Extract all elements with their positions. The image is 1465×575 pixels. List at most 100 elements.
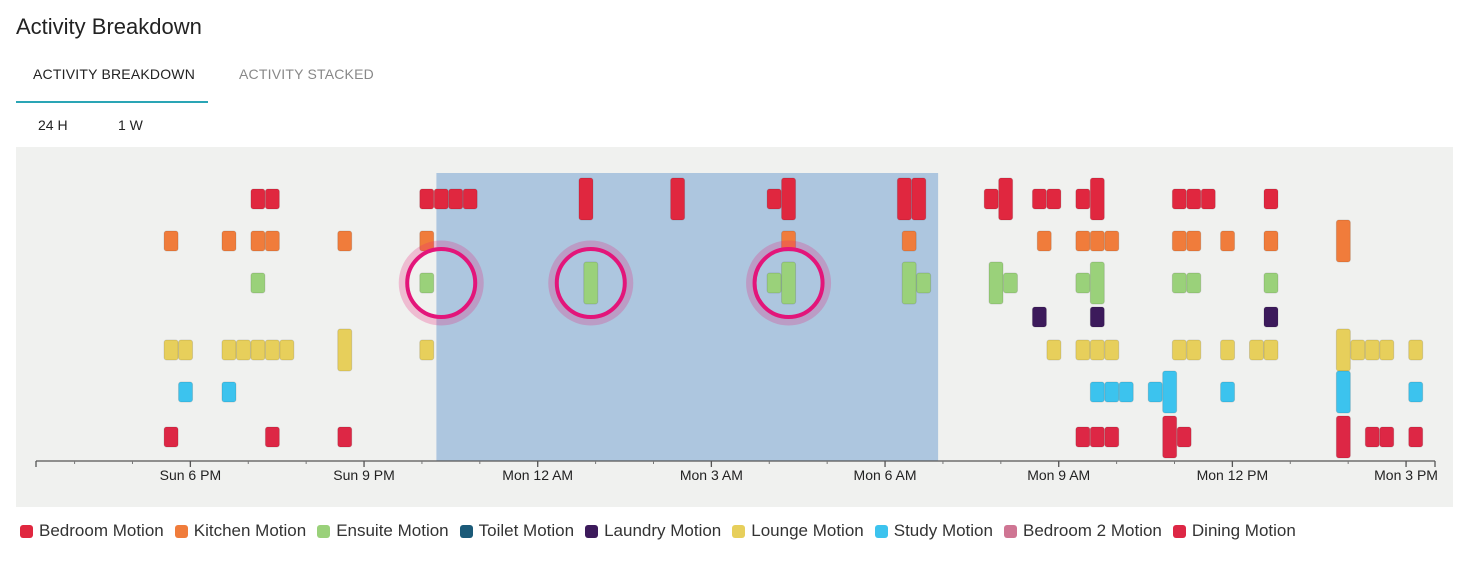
kitchen-motion-event <box>337 230 353 252</box>
lounge-motion-event <box>1171 339 1187 361</box>
lounge-motion-event <box>221 339 237 361</box>
lounge-motion-event <box>419 339 435 361</box>
legend-item-toilet-motion[interactable]: Toilet Motion <box>459 521 575 541</box>
bedroom-motion-event <box>433 188 449 210</box>
legend-swatch <box>459 524 473 538</box>
bedroom-motion-event <box>264 188 280 210</box>
lounge-motion-event <box>1089 339 1105 361</box>
bedroom-motion-event <box>462 188 478 210</box>
bedroom-motion-event <box>1046 188 1062 210</box>
bedroom-motion-event <box>1186 188 1202 210</box>
ensuite-motion-event <box>766 272 782 294</box>
lounge-motion-event <box>235 339 251 361</box>
lounge-motion-event <box>1335 328 1351 372</box>
tab-activity-breakdown[interactable]: ACTIVITY BREAKDOWN <box>33 66 196 82</box>
legend-item-ensuite-motion[interactable]: Ensuite Motion <box>317 521 449 541</box>
x-tick-label: Mon 3 AM <box>680 467 743 483</box>
range-1w-button[interactable]: 1 W <box>118 117 143 133</box>
legend-label: Toilet Motion <box>478 521 575 540</box>
x-tick-label: Sun 9 PM <box>333 467 394 483</box>
bedroom-motion-event <box>448 188 464 210</box>
bedroom-motion-event <box>781 177 797 221</box>
ensuite-motion-event <box>781 261 797 305</box>
bedroom-motion-event <box>1075 188 1091 210</box>
laundry-motion-event <box>1263 306 1279 328</box>
dining-motion-event <box>264 426 280 448</box>
kitchen-motion-event <box>250 230 266 252</box>
legend-label: Kitchen Motion <box>193 521 307 540</box>
legend-item-study-motion[interactable]: Study Motion <box>874 521 993 541</box>
ensuite-motion-event <box>901 261 917 305</box>
bedroom-motion-event <box>766 188 782 210</box>
kitchen-motion-event <box>221 230 237 252</box>
ensuite-motion-event <box>1186 272 1202 294</box>
lounge-motion-event <box>1350 339 1366 361</box>
lounge-motion-event <box>264 339 280 361</box>
study-motion-event <box>1408 381 1424 403</box>
tab-bar: ACTIVITY BREAKDOWN ACTIVITY STACKED <box>16 56 396 104</box>
legend-swatch <box>1172 524 1186 538</box>
page-title: Activity Breakdown <box>16 14 202 39</box>
x-tick-label: Sun 6 PM <box>160 467 221 483</box>
activity-chart: Sun 6 PM Sun 9 PM Mon 12 AM Mon 3 AM Mon 6 A… <box>16 147 1453 507</box>
kitchen-motion-event <box>1263 230 1279 252</box>
ensuite-motion-event <box>1263 272 1279 294</box>
bedroom-motion-event <box>911 177 927 221</box>
legend-swatch <box>1003 524 1017 538</box>
bedroom-motion-event <box>578 177 594 221</box>
highlight-glow <box>548 240 634 326</box>
dining-motion-event <box>1364 426 1380 448</box>
lounge-motion-event <box>250 339 266 361</box>
legend-swatch <box>585 524 599 538</box>
legend-item-lounge-motion[interactable]: Lounge Motion <box>732 521 864 541</box>
legend-item-laundry-motion[interactable]: Laundry Motion <box>585 521 721 541</box>
bedroom-motion-event <box>1031 188 1047 210</box>
lounge-motion-event <box>163 339 179 361</box>
dining-motion-event <box>1408 426 1424 448</box>
x-tick-label: Mon 3 PM <box>1374 467 1438 483</box>
highlight-glow <box>746 240 832 326</box>
study-motion-event <box>178 381 194 403</box>
kitchen-motion-event <box>1075 230 1091 252</box>
study-motion-event <box>1118 381 1134 403</box>
kitchen-motion-event <box>1171 230 1187 252</box>
kitchen-motion-event <box>901 230 917 252</box>
dining-motion-event <box>1089 426 1105 448</box>
bedroom-motion-event <box>983 188 999 210</box>
bedroom-motion-event <box>1089 177 1105 221</box>
ensuite-motion-event <box>250 272 266 294</box>
lounge-motion-event <box>279 339 295 361</box>
night-period-band <box>436 173 939 461</box>
highlight-glow <box>398 240 484 326</box>
legend-label: Ensuite Motion <box>336 521 449 540</box>
lounge-motion-event <box>1364 339 1380 361</box>
study-motion-event <box>1220 381 1236 403</box>
ensuite-motion-event <box>583 261 599 305</box>
dining-motion-event <box>1104 426 1120 448</box>
bedroom-motion-event <box>1263 188 1279 210</box>
x-tick-label: Mon 9 AM <box>1027 467 1090 483</box>
study-motion-event <box>1104 381 1120 403</box>
range-24h-button[interactable]: 24 H <box>38 117 68 133</box>
dining-motion-event <box>1176 426 1192 448</box>
tab-activity-stacked[interactable]: ACTIVITY STACKED <box>239 66 374 82</box>
bedroom-motion-event <box>896 177 912 221</box>
legend-label: Bedroom Motion <box>39 521 164 540</box>
legend-item-kitchen-motion[interactable]: Kitchen Motion <box>174 521 307 541</box>
kitchen-motion-event <box>1089 230 1105 252</box>
lounge-motion-event <box>1104 339 1120 361</box>
lounge-motion-event <box>1075 339 1091 361</box>
legend-item-bedroom-motion[interactable]: Bedroom Motion <box>20 521 164 541</box>
bedroom-motion-event <box>250 188 266 210</box>
legend-item-dining-motion[interactable]: Dining Motion <box>1172 521 1296 541</box>
study-motion-event <box>1162 370 1178 414</box>
lounge-motion-event <box>178 339 194 361</box>
chart-canvas: Sun 6 PM Sun 9 PM Mon 12 AM Mon 3 AM Mon 6 A… <box>35 173 1438 483</box>
dining-motion-event <box>1335 415 1351 459</box>
lounge-motion-event <box>1263 339 1279 361</box>
legend-swatch <box>20 524 33 538</box>
kitchen-motion-event <box>264 230 280 252</box>
legend-label: Study Motion <box>893 521 993 540</box>
legend-item-bedroom-2-motion[interactable]: Bedroom 2 Motion <box>1003 521 1162 541</box>
kitchen-motion-event <box>1036 230 1052 252</box>
